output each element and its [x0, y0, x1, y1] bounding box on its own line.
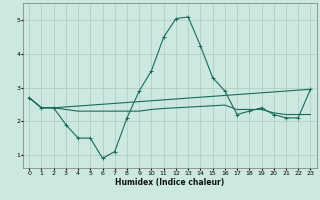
X-axis label: Humidex (Indice chaleur): Humidex (Indice chaleur)	[115, 178, 224, 187]
